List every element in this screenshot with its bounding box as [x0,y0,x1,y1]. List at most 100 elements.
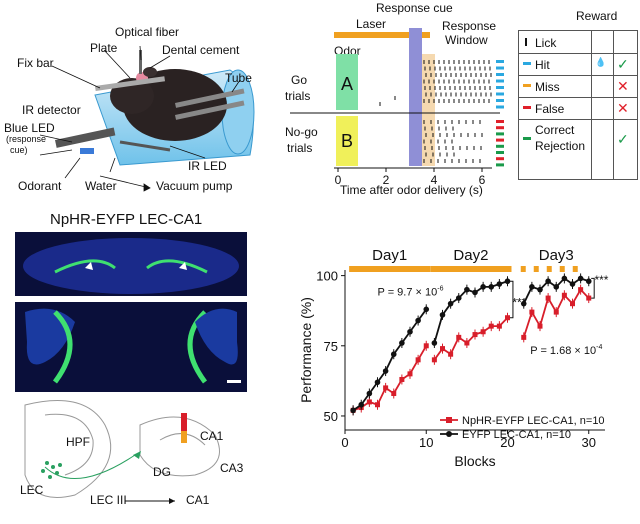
legend-row: Miss ✕ [519,75,637,98]
label-go-trials-2: trials [285,89,311,103]
series-line [433,317,509,361]
data-point [529,284,535,290]
day-label: Day3 [539,247,574,264]
label-vacuum-pump: Vacuum pump [156,179,233,193]
data-point [455,295,462,301]
data-point [464,286,470,293]
label-optical-fiber: Optical fiber [115,25,180,39]
label-nogo-trials: No-go [285,125,318,139]
hit-marker [496,86,504,89]
legend-swatch [523,84,531,87]
p-value-day2: P = 9.7 × 10-6 [378,285,444,298]
label-dg: DG [153,465,171,479]
legend-swatch [523,62,531,65]
data-point [415,357,421,363]
data-point [520,300,527,307]
histology-title: NpHR-EYFP LEC-CA1 [50,211,203,228]
hit-marker [496,66,504,70]
legend-label: EYFP LEC-CA1, n=10 [462,429,571,441]
legend-marker [446,431,452,437]
data-point [407,328,413,335]
legend-label: False [535,102,565,116]
check-icon: ✓ [617,131,629,147]
label-lec-iii: LEC III [90,493,127,507]
nogo-marker [496,157,504,161]
nogo-marker [496,163,504,167]
odor-b-letter: B [341,131,353,151]
data-point [529,309,535,315]
data-point [472,332,478,338]
data-point [521,334,527,340]
nogo-marker [496,138,504,142]
day-label: Day1 [372,247,407,264]
data-point [440,346,445,352]
task-raster: A B 0 2 4 6 [290,28,504,187]
data-point [366,390,373,397]
data-point [480,329,486,335]
significance-stars: *** [594,273,608,287]
data-point [374,379,381,386]
label-water: Water [85,179,117,193]
legend-row: False ✕ [519,97,637,120]
data-point [399,340,405,346]
label-plate: Plate [90,41,118,55]
data-point [431,357,437,363]
data-point [464,340,470,346]
x-tick-label: 30 [582,435,596,450]
label-response-cue-note: (response [6,134,47,144]
hit-marker [496,99,504,102]
legend-row: Hit 💧 ✓ [519,53,637,76]
x-axis-label: Blocks [454,453,495,469]
label-fix-bar: Fix bar [17,56,54,70]
day-bar [430,266,512,272]
data-point [561,275,568,282]
legend-swatch [523,137,531,140]
label-hpf: HPF [66,435,90,449]
histology-images [15,232,247,392]
cross-icon: ✕ [617,100,629,116]
data-point [415,317,421,324]
response-cue-bar [409,28,422,166]
data-point [545,278,551,285]
data-point [423,306,430,313]
day-label: Day2 [453,247,488,264]
day-bar-segment [546,266,552,272]
odor-a-block [336,54,358,110]
water-drop-icon: 💧 [595,57,607,67]
legend-label: Correct [535,123,575,137]
x-tick-label: 0 [341,435,348,450]
data-point [407,371,413,377]
label-ca1-top: CA1 [200,429,224,443]
label-response-cue-note-2: cue) [10,145,28,155]
series-line [433,280,508,344]
hit-marker [496,105,504,109]
y-tick-label: 50 [324,409,338,424]
legend-marker [446,417,452,423]
legend-row: Correct Rejection ✓ [519,119,637,159]
data-point [488,323,494,329]
data-point [448,351,454,357]
legend-divider [591,31,592,179]
task-x-tick-label: 2 [383,173,390,187]
nogo-marker [496,144,504,148]
legend-swatch [525,38,527,46]
legend-swatch [523,106,531,109]
legend-label: NpHR-EYFP LEC-CA1, n=10 [462,415,605,427]
performance-chart: 0 10 20 30 50 75 100 Blocks Performance (%) Day1 D… [298,247,609,469]
significance-stars: *** [512,295,526,309]
label-go-trials: Go [291,73,308,87]
lick-raster [379,60,492,163]
cross-icon: ✕ [617,78,629,94]
nogo-marker [496,126,504,130]
data-point [545,295,551,301]
hit-marker [496,73,504,76]
legend-label: Hit [535,58,550,72]
data-point [399,376,405,382]
legend-label-2: Rejection [535,139,586,153]
legend-reward-header: Reward [576,9,618,23]
data-point [577,275,584,282]
data-point [553,309,559,315]
legend-divider [613,31,614,179]
label-ir-led: IR LED [188,159,227,173]
data-point [570,301,575,307]
